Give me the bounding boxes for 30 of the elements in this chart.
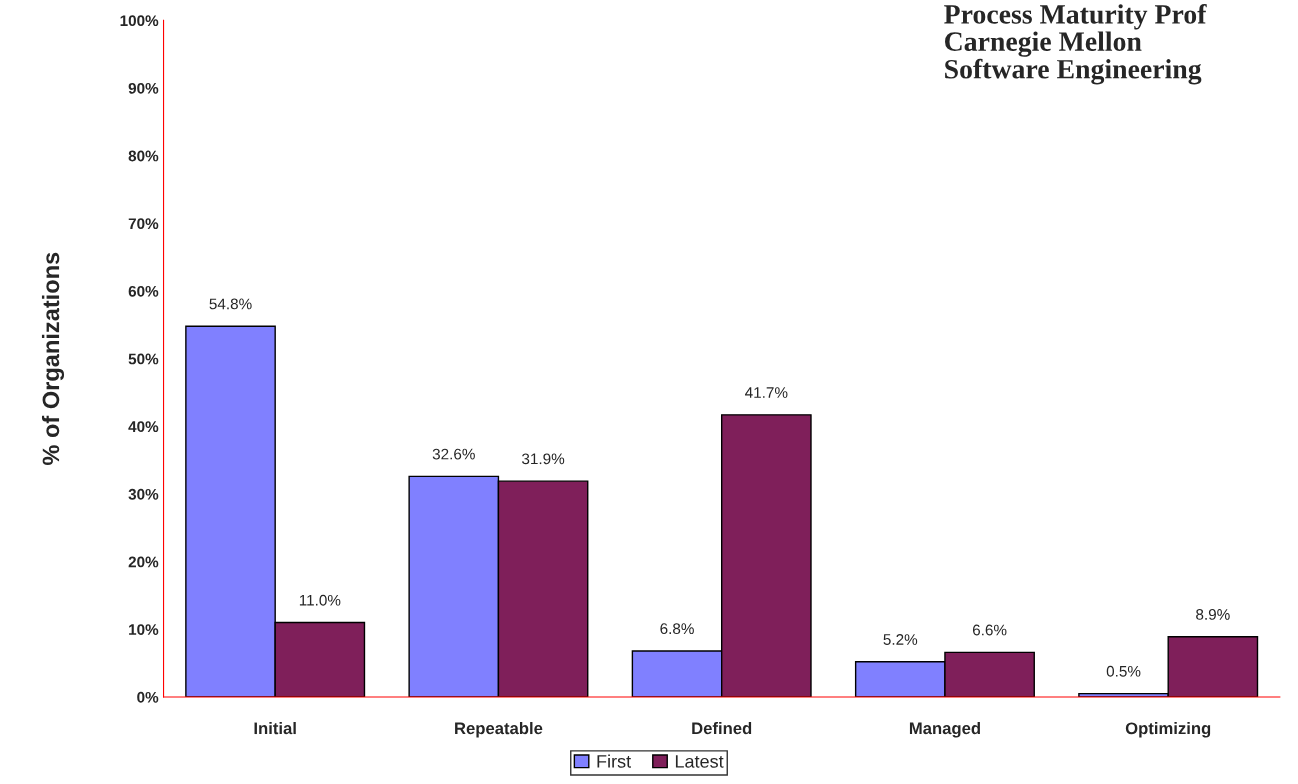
data-label: 41.7% — [745, 387, 788, 398]
data-label: 6.8% — [660, 623, 694, 635]
data-label: 11.0% — [299, 594, 341, 606]
y-tick-label: 90% — [128, 82, 159, 94]
legend-label: First — [597, 754, 631, 768]
y-tick-label: 0% — [137, 691, 159, 703]
y-tick-label: 50% — [128, 353, 159, 365]
data-label: 54.8% — [209, 298, 252, 310]
y-tick-label: 20% — [128, 556, 159, 568]
data-label: 31.9% — [522, 453, 565, 465]
x-tick-label: Managed — [909, 721, 980, 738]
data-label: 0.5% — [1106, 665, 1141, 677]
x-tick-label: Repeatable — [455, 721, 543, 738]
chart-title: Process Maturity Prof Carnegie Mellon Software Engineering — [944, 3, 1207, 85]
x-tick-label: Optimizing — [1125, 721, 1211, 738]
data-label: 8.9% — [1196, 609, 1230, 620]
y-tick-label: 40% — [128, 421, 159, 433]
data-label: 5.2% — [883, 634, 918, 645]
data-label: 32.6% — [432, 448, 475, 460]
y-tick-label: 80% — [128, 150, 159, 162]
y-axis-title: % of Organizations — [41, 252, 65, 465]
y-tick-label: 100% — [120, 15, 159, 27]
data-label: 6.6% — [972, 624, 1007, 636]
y-tick-label: 30% — [128, 488, 159, 500]
y-tick-label: 10% — [129, 624, 159, 635]
legend-label: Latest — [675, 755, 724, 768]
x-tick-label: Initial — [254, 721, 296, 735]
y-tick-label: 60% — [128, 285, 159, 297]
y-tick-label: 70% — [128, 218, 159, 230]
x-tick-label: Defined — [692, 721, 752, 735]
